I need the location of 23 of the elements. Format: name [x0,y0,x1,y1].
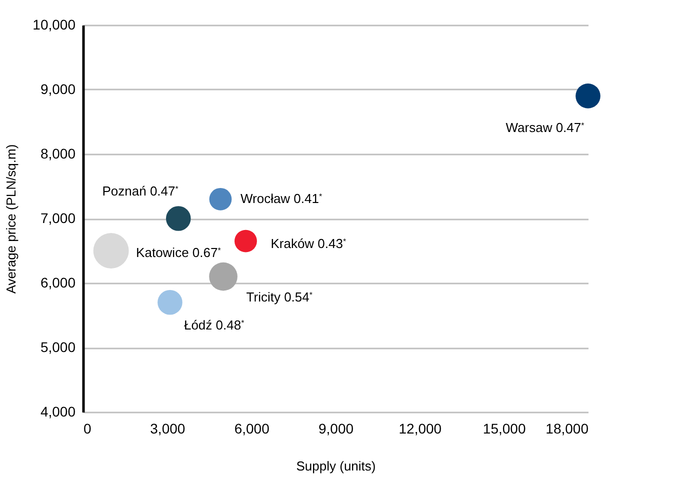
x-tick-label: 6,000 [234,420,270,436]
y-tick-label: 4,000 [40,404,76,420]
annotation: Łódź 0.48$^{*}$ [184,317,244,332]
x-axis-title: Supply (units) [296,458,376,474]
annotation: Katowice 0.67$^{*}$ [136,244,221,260]
annotation: Warsaw 0.47$^{*}$ [506,120,584,135]
y-tick-label: 6,000 [40,274,76,290]
y-tick-label: 8,000 [40,146,76,162]
x-tick-label: 3,000 [150,420,186,436]
x-tick-label: 9,000 [318,420,354,436]
x-tick-label: 15,000 [482,420,526,436]
y-axis-title: Average price (PLN/sq.m) [4,144,19,294]
y-tick-label: 7,000 [40,210,76,226]
y-tick-label: 10,000 [32,16,76,32]
y-tick-label: 5,000 [40,339,76,355]
x-tick-label: 18,000 [546,420,589,436]
annotation: Wrocław 0.41$^{*}$ [240,191,322,206]
x-tick-label: 12,000 [398,420,442,436]
x-tick-label: 0 [84,420,92,436]
annotation: Poznań 0.47$^{*}$ [102,184,178,198]
annotation: Kraków 0.43$^{*}$ [270,236,346,252]
annotation: Tricity 0.54$^{*}$ [246,290,312,305]
y-tick-label: 9,000 [40,81,76,97]
